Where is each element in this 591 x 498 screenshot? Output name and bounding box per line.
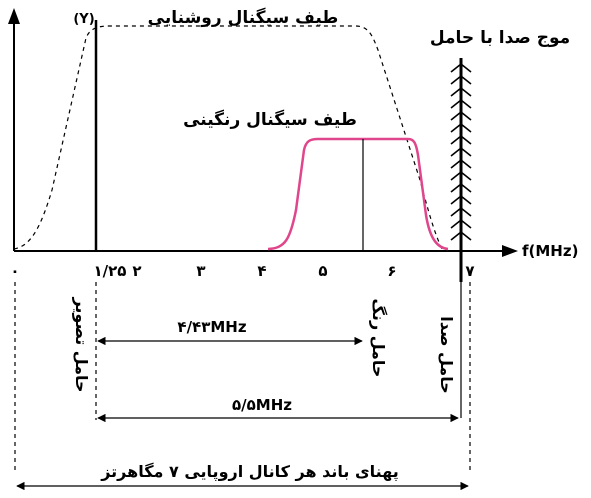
y-axis-arrow-icon	[8, 8, 20, 24]
tick-label-4: ۴	[257, 262, 266, 280]
width-55-label: ۵/۵MHz	[232, 396, 292, 414]
x-axis-label: f(MHz)	[522, 242, 578, 260]
luminance-spectrum-label: طیف سیگنال روشنایی	[148, 7, 339, 28]
tick-label-7: ۷	[465, 262, 474, 280]
luminance-symbol: (Y)	[73, 12, 94, 27]
sound-carrier-label: حامل صدا	[437, 316, 456, 393]
width-443-label: ۴/۴۳MHz	[177, 318, 246, 336]
chroma-spectrum-curve	[267, 137, 449, 251]
chroma-spectrum-label: طیف سیگنال رنگینی	[183, 109, 357, 130]
bandwidth-label: پهنای باند هر کانال اروپایی ۷ مگاهرتز	[100, 462, 399, 482]
sound-carrier-wave-label: موج صدا با حامل	[430, 28, 570, 48]
color-carrier-label: حامل رنگ	[369, 299, 388, 378]
tick-label-6: ۶	[387, 262, 396, 280]
luminance-spectrum-curve	[13, 25, 443, 250]
tick-label-3: ۳	[196, 262, 205, 280]
picture-carrier-label: حامل تصویر	[72, 296, 91, 392]
sound-wave-chevrons	[450, 62, 472, 241]
x-axis-arrow-icon	[502, 245, 518, 257]
tick-label-2: ۲	[132, 262, 141, 280]
tick-label-1: ۱/۲۵	[94, 262, 127, 280]
tick-label-0: ۰	[10, 262, 19, 280]
tick-label-5: ۵	[318, 262, 327, 280]
